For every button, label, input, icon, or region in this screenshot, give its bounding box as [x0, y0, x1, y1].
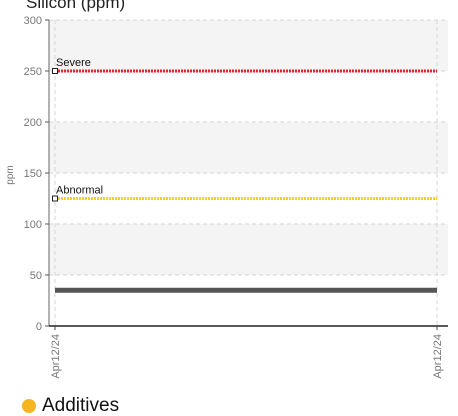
legend-marker	[22, 398, 36, 413]
plot-area: 0 50 100 150 200 250 300 ppm Severe Abnormal Apr12…	[5, 15, 448, 379]
chart-title: Silicon (ppm)	[26, 0, 125, 12]
grid-band	[49, 122, 448, 173]
x-tick-label: Apr12/24	[50, 334, 62, 379]
threshold-marker	[52, 195, 58, 202]
y-tick-label: 150	[24, 168, 42, 180]
grid-band	[49, 224, 448, 275]
threshold-marker	[52, 68, 58, 74]
y-tick-label: 50	[30, 270, 42, 282]
legend: Additives	[22, 396, 119, 415]
grid-band	[49, 20, 448, 71]
threshold-label: Abnormal	[56, 185, 103, 197]
y-tick-label: 100	[24, 219, 42, 231]
y-tick-label: 200	[24, 117, 42, 129]
threshold-label: Severe	[56, 57, 91, 69]
y-axis-label: ppm	[5, 165, 16, 184]
y-tick-label: 0	[36, 321, 42, 333]
x-tick-label: Apr12/24	[432, 334, 444, 379]
y-tick-label: 250	[24, 66, 42, 78]
y-tick-label: 300	[24, 15, 42, 27]
legend-label: Additives	[42, 395, 120, 416]
